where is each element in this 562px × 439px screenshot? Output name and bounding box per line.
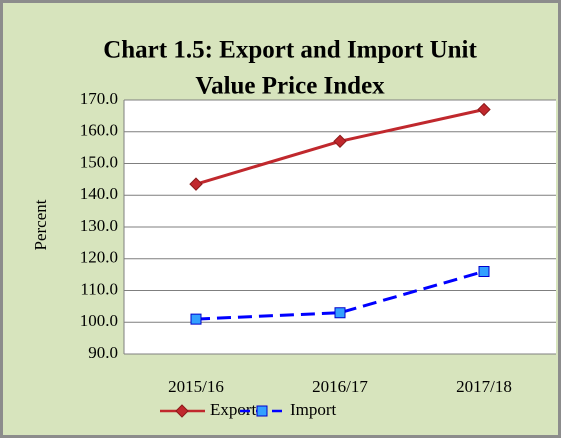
y-tick-label: 150.0: [80, 152, 118, 171]
y-tick-label: 90.0: [88, 343, 118, 362]
x-tick-label: 2017/18: [456, 377, 512, 396]
y-axis-label: Percent: [31, 199, 50, 250]
legend-label: Export: [210, 400, 257, 419]
legend-marker: [175, 404, 189, 418]
data-point: [477, 102, 491, 117]
series-line: [195, 270, 485, 321]
data-point: [190, 313, 202, 325]
legend-label: Import: [290, 400, 337, 419]
legend-marker: [256, 405, 268, 417]
data-point: [189, 177, 203, 191]
data-point: [333, 134, 347, 148]
chart-title: Value Price Index: [195, 73, 385, 100]
y-tick-label: 100.0: [80, 311, 118, 330]
chart-title: Chart 1.5: Export and Import Unit: [103, 37, 477, 64]
data-point: [334, 307, 346, 319]
y-tick-label: 120.0: [80, 248, 118, 267]
x-tick-label: 2015/16: [168, 377, 224, 396]
y-tick-label: 160.0: [80, 121, 118, 140]
y-tick-label: 170.0: [80, 89, 118, 108]
y-tick-label: 140.0: [80, 184, 118, 203]
y-tick-label: 130.0: [80, 216, 118, 235]
y-tick-label: 110.0: [80, 279, 118, 298]
data-point: [478, 265, 490, 277]
x-tick-label: 2016/17: [312, 377, 368, 396]
